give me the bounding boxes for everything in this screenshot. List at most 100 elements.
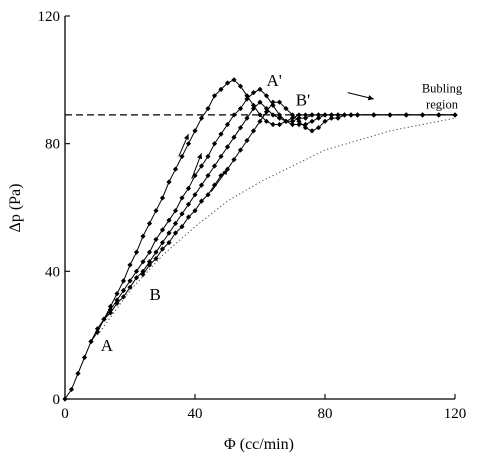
data-point <box>257 86 263 93</box>
data-point <box>211 163 218 169</box>
arrowhead <box>367 95 374 101</box>
data-point <box>101 316 107 322</box>
data-point <box>205 105 211 112</box>
y-tick-label: 0 <box>53 392 61 408</box>
data-point <box>133 268 140 274</box>
data-point <box>179 195 185 201</box>
data-point <box>185 201 192 207</box>
data-point <box>335 115 341 121</box>
data-point <box>205 153 211 160</box>
data-point <box>185 214 192 220</box>
y-tick-label: 120 <box>38 9 61 25</box>
data-point <box>218 153 224 160</box>
data-point <box>179 153 185 160</box>
data-point <box>218 131 224 137</box>
annotation-label: A' <box>267 71 282 90</box>
data-point <box>231 157 237 163</box>
data-point <box>315 125 322 131</box>
data-point <box>198 182 205 188</box>
data-point <box>120 294 127 300</box>
data-point <box>120 287 127 294</box>
data-point <box>192 192 198 198</box>
arrowhead <box>222 169 228 176</box>
y-tick-label: 80 <box>45 137 60 153</box>
data-point <box>309 128 315 134</box>
data-point <box>185 141 192 147</box>
data-point <box>237 147 244 153</box>
data-point <box>289 112 296 118</box>
data-point <box>146 259 153 265</box>
data-point <box>198 115 205 121</box>
x-tick-label: 120 <box>444 406 467 422</box>
data-point <box>146 220 153 227</box>
data-point <box>88 338 94 345</box>
data-point <box>146 249 153 255</box>
data-point <box>296 118 302 124</box>
data-point <box>159 240 166 246</box>
data-point <box>315 115 322 121</box>
data-point <box>224 80 231 86</box>
data-point <box>172 230 179 236</box>
data-point <box>94 329 101 335</box>
data-point <box>205 192 211 198</box>
data-point <box>289 121 296 128</box>
annotation-label: Bubling <box>422 82 463 96</box>
data-point <box>263 93 270 99</box>
data-point <box>436 112 442 118</box>
data-point <box>114 300 120 306</box>
data-point <box>270 112 276 118</box>
data-point <box>166 240 172 246</box>
data-point <box>302 115 309 121</box>
x-tick-label: 40 <box>188 406 203 422</box>
data-point <box>153 255 159 262</box>
data-point <box>166 179 172 185</box>
data-point <box>289 118 296 124</box>
data-point <box>276 121 283 128</box>
data-point <box>153 208 159 214</box>
data-point <box>250 105 257 112</box>
data-point <box>257 112 263 118</box>
data-point <box>107 307 114 313</box>
data-point <box>322 118 328 124</box>
data-point <box>302 112 309 118</box>
data-point <box>185 185 192 191</box>
data-point <box>237 105 244 112</box>
data-point <box>133 275 140 281</box>
data-point <box>244 96 250 102</box>
data-point <box>179 224 185 230</box>
data-point <box>250 102 257 108</box>
data-point <box>127 278 133 284</box>
data-point <box>107 303 114 310</box>
data-point <box>224 144 231 150</box>
data-point <box>192 208 198 214</box>
annotation-label: region <box>426 98 459 112</box>
data-point <box>81 354 88 361</box>
data-point <box>231 134 237 140</box>
data-point <box>198 198 205 204</box>
data-point <box>146 262 153 268</box>
data-point <box>309 118 315 124</box>
data-point <box>250 128 257 134</box>
x-axis-label: Φ (cc/min) <box>224 436 294 453</box>
data-point <box>270 99 276 105</box>
arrowhead <box>197 153 203 160</box>
data-point <box>114 297 120 303</box>
data-point <box>166 217 172 223</box>
y-tick-label: 40 <box>45 264 60 280</box>
data-point <box>283 118 289 124</box>
data-point <box>153 249 159 255</box>
data-point <box>250 90 257 96</box>
data-point <box>159 227 166 233</box>
data-point <box>231 77 237 83</box>
y-axis-label: Δp (Pa) <box>7 184 24 233</box>
data-point <box>172 208 179 214</box>
data-point <box>159 195 166 201</box>
annotation-label: B <box>150 285 161 304</box>
data-point <box>172 220 179 227</box>
x-tick-label: 0 <box>61 406 69 422</box>
data-point <box>140 271 146 278</box>
data-point <box>75 370 81 377</box>
series-line <box>64 79 455 400</box>
data-point <box>133 249 140 255</box>
